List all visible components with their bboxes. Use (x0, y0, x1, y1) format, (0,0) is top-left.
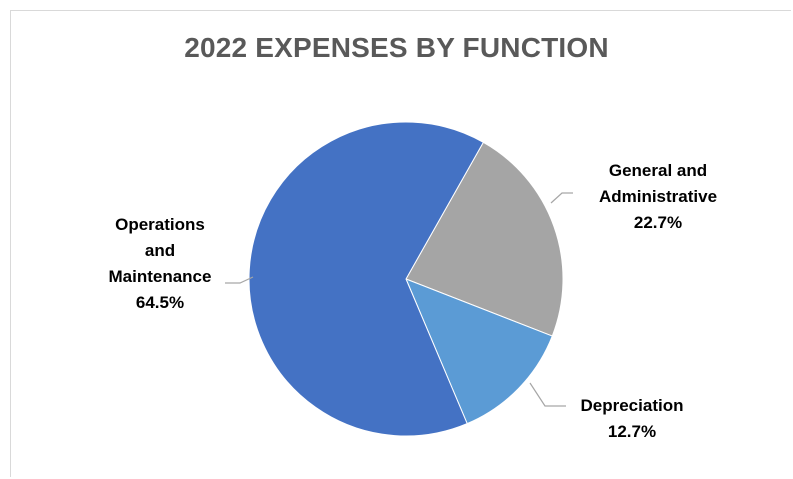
leader-line-2 (225, 276, 254, 284)
data-label-category: and (145, 241, 175, 260)
data-label-value: 64.5% (136, 293, 184, 312)
data-label-category: Operations (115, 215, 205, 234)
data-label-category: Administrative (599, 187, 717, 206)
data-label-category: General and (609, 161, 707, 180)
data-label-value: 22.7% (634, 213, 682, 232)
data-label-1: Depreciation 12.7% (581, 396, 684, 441)
leader-line-0 (550, 192, 573, 204)
data-label-2: Operations and Maintenance 64.5% (109, 215, 212, 312)
data-label-value: 12.7% (608, 422, 656, 441)
pie-slice-1 (405, 278, 553, 425)
data-label-category: Maintenance (109, 267, 212, 286)
leader-line-1 (529, 382, 566, 407)
data-label-category: Depreciation (581, 396, 684, 415)
pie-slice-2 (248, 121, 484, 437)
pie-slice-0 (405, 141, 564, 337)
data-label-0: General and Administrative 22.7% (599, 161, 717, 232)
chart-title: 2022 EXPENSES BY FUNCTION (184, 32, 609, 63)
